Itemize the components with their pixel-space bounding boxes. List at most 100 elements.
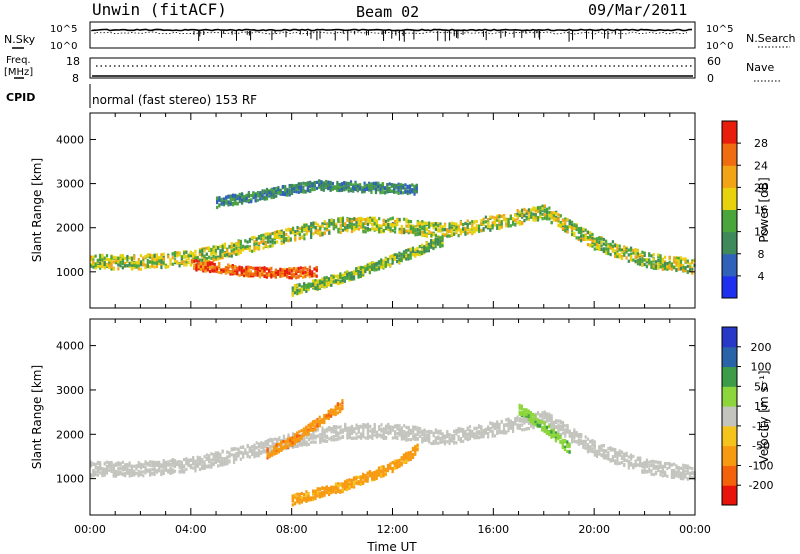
data-cell [364,226,367,230]
data-cell [602,454,605,458]
data-cell [99,261,102,265]
data-cell [339,436,342,440]
data-cell [378,427,381,432]
data-cell [353,429,356,434]
data-cell [541,416,544,420]
data-cell [158,466,161,470]
data-cell [466,436,469,440]
data-cell [272,187,275,191]
data-cell [238,265,241,269]
data-cell [319,440,322,444]
data-cell [623,246,626,251]
data-cell [414,435,417,440]
data-cell [593,242,596,246]
data-cell [377,181,380,186]
data-cell [314,434,317,439]
data-cell [292,273,296,277]
data-cell [171,470,174,474]
data-cell [627,463,630,467]
data-cell [90,257,93,262]
data-cell [648,253,651,258]
data-cell [559,432,562,437]
data-cell [226,462,229,466]
data-cell [223,245,227,249]
data-cell [373,422,376,427]
data-cell [362,227,365,232]
data-cell [407,257,410,261]
data-cell [364,264,367,269]
data-cell [274,268,277,272]
data-cell [379,189,382,193]
data-cell [339,274,342,278]
data-cell [505,217,508,221]
data-cell [650,264,653,268]
data-cell [325,228,329,232]
data-cell [380,262,383,266]
data-cell [276,437,279,442]
data-cell [487,435,490,439]
data-cell [407,433,410,438]
data-cell [593,446,596,450]
data-cell [256,271,259,275]
data-cell [589,231,592,235]
data-cell [412,425,415,429]
data-cell [189,254,193,258]
data-cell [357,435,360,439]
data-cell [391,428,394,432]
data-cell [117,466,120,471]
data-cell [404,187,407,191]
data-cell [534,216,537,220]
data-cell [180,257,183,261]
data-cell [219,453,222,457]
data-cell [393,254,396,258]
data-cell [605,454,608,458]
data-cell [395,184,398,188]
data-cell [210,452,213,456]
data-cell [296,444,299,448]
data-cell [303,282,306,286]
data-cell [196,458,199,462]
data-cell [384,264,387,268]
data-cell [290,191,294,196]
data-cell [247,265,250,269]
data-cell [439,240,442,244]
data-cell [586,437,590,441]
data-cell [641,257,644,261]
data-cell [303,233,306,237]
data-cell [582,445,585,449]
data-cell [487,431,490,436]
data-cell [281,269,284,273]
data-cell [464,232,467,236]
data-cell [584,439,587,443]
data-cell [105,254,109,258]
data-cell [315,274,318,278]
data-cell [668,263,671,268]
data-cell [236,197,239,201]
data-cell [229,194,232,198]
data-cell [446,231,449,235]
data-cell [119,257,122,262]
data-cell [288,185,291,189]
data-cell [268,192,271,196]
data-cell [390,189,393,194]
data-cell [346,218,349,223]
data-cell [99,266,102,270]
data-cell [595,238,599,242]
data-cell [262,236,265,240]
data-cell [464,230,467,234]
data-cell [355,224,358,229]
colorbar-tick-label: 8 [758,248,765,261]
data-cell [591,449,594,454]
data-cell [373,216,376,220]
data-cell [471,434,474,438]
data-cell [516,212,519,216]
data-cell [450,223,453,227]
data-cell [201,460,204,464]
data-cell [352,277,356,281]
data-cell [561,222,565,226]
data-cell [162,459,165,463]
data-cell [339,279,342,284]
data-cell [262,241,265,245]
data-cell [641,259,644,263]
data-cell [213,266,216,270]
